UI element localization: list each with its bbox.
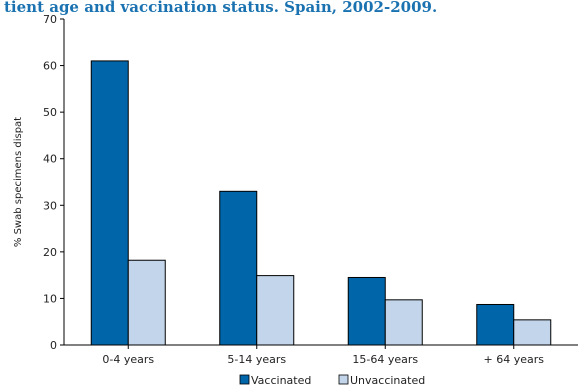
bar-unvaccinated-3 [513, 319, 552, 346]
legend: Vaccinated Unvaccinated [239, 374, 425, 387]
x-tick-label: 5-14 years [227, 353, 286, 366]
x-tick-label: 0-4 years [102, 353, 154, 366]
legend-label-vaccinated: Vaccinated [251, 374, 311, 387]
bar-unvaccinated-2 [384, 299, 423, 346]
bars [90, 60, 552, 346]
legend-swatch-vaccinated [239, 374, 250, 385]
y-tick-label: 50 [43, 106, 57, 119]
chart-title: tient age and vaccination status. Spain,… [4, 0, 437, 16]
bar-vaccinated-1 [219, 190, 258, 346]
bar-vaccinated-3 [476, 303, 515, 346]
x-tick-label: 15-64 years [352, 353, 418, 366]
bar-vaccinated-2 [347, 276, 386, 346]
y-tick-label: 10 [43, 292, 57, 305]
x-axis-ticks: 0-4 years 5-14 years 15-64 years + 64 years [102, 345, 544, 366]
x-tick-label: + 64 years [484, 353, 545, 366]
bar-unvaccinated-1 [256, 275, 295, 346]
bar-unvaccinated-0 [127, 259, 166, 346]
bar-vaccinated-0 [90, 60, 129, 346]
y-tick-label: 30 [43, 199, 57, 212]
y-tick-label: 40 [43, 153, 57, 166]
legend-label-unvaccinated: Unvaccinated [350, 374, 425, 387]
legend-swatch-unvaccinated [338, 374, 349, 385]
y-axis-ticks: 0 10 20 30 40 50 60 70 [43, 13, 64, 352]
y-tick-label: 70 [43, 13, 57, 26]
y-tick-label: 60 [43, 60, 57, 73]
y-axis-label: % Swab specimens dispat [13, 117, 24, 247]
y-tick-label: 20 [43, 246, 57, 259]
y-tick-label: 0 [50, 339, 57, 352]
